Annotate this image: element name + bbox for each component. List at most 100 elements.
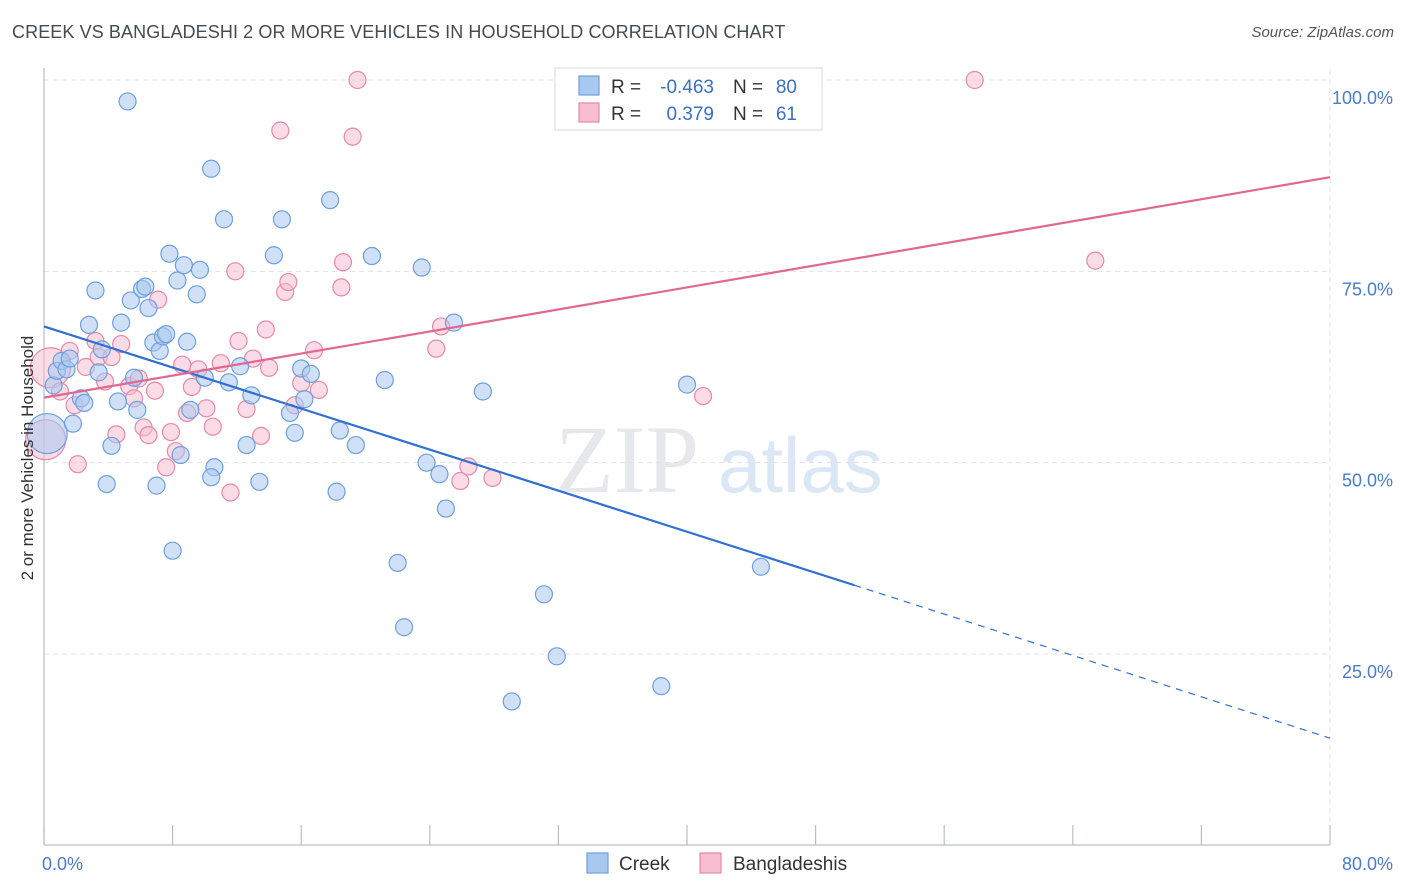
creek-point bbox=[473, 382, 492, 401]
creek-point bbox=[388, 553, 407, 573]
bangladeshis-point bbox=[343, 127, 362, 146]
creek-point bbox=[237, 435, 256, 455]
creek-point bbox=[362, 246, 382, 266]
creek-point bbox=[89, 363, 108, 382]
creek-point bbox=[751, 557, 771, 576]
bangladeshis-point bbox=[256, 320, 275, 339]
creek-point bbox=[375, 370, 394, 390]
creek-point bbox=[346, 435, 365, 455]
bangladeshis-point bbox=[157, 458, 176, 477]
y-axis-label: 2 or more Vehicles in Household bbox=[18, 336, 37, 581]
creek-point bbox=[285, 423, 304, 442]
bangladeshis-point bbox=[271, 121, 290, 140]
bangladeshis-point bbox=[693, 386, 713, 406]
creek-point bbox=[652, 677, 671, 696]
creek-point bbox=[534, 585, 554, 604]
legend-creek-swatch bbox=[578, 75, 600, 96]
creek-trend-extension bbox=[853, 584, 1331, 739]
bottom-legend-bang-swatch bbox=[699, 852, 722, 874]
creek-point bbox=[75, 393, 94, 413]
x-tick-label: 80.0% bbox=[1342, 854, 1393, 874]
watermark: ZIP atlas bbox=[555, 406, 883, 513]
creek-point bbox=[86, 281, 105, 300]
bangladeshis-point bbox=[348, 70, 367, 90]
bangladeshis-point bbox=[68, 455, 87, 474]
bangladeshis-point bbox=[332, 278, 351, 297]
y-tick-labels: 25.0% 50.0% 75.0% 100.0% bbox=[1332, 88, 1393, 682]
source-label: Source: ZipAtlas.com bbox=[1251, 24, 1394, 41]
creek-point bbox=[163, 541, 182, 560]
y-tick-label: 50.0% bbox=[1342, 471, 1393, 491]
bangladeshis-point bbox=[229, 331, 248, 351]
creek-point bbox=[677, 375, 697, 394]
y-tick-label: 25.0% bbox=[1342, 662, 1393, 682]
bangladeshis-point bbox=[139, 426, 158, 445]
bangladeshis-point bbox=[161, 422, 181, 442]
creek-point bbox=[102, 436, 121, 455]
bangladeshis-point bbox=[221, 483, 240, 502]
creek-point bbox=[157, 324, 176, 344]
creek-point bbox=[168, 271, 187, 290]
bangladeshis-point bbox=[145, 381, 165, 400]
creek-trend-line bbox=[43, 325, 855, 587]
bangladeshis-point bbox=[112, 334, 131, 354]
creek-point bbox=[128, 400, 147, 419]
bangladeshis-point bbox=[197, 399, 216, 418]
creek-point bbox=[250, 472, 269, 491]
creek-point bbox=[136, 277, 155, 296]
creek-point bbox=[190, 260, 210, 279]
creek-point bbox=[412, 258, 431, 277]
bottom-legend: Creek Bangladeshis bbox=[586, 852, 847, 875]
creek-point bbox=[26, 412, 68, 455]
creek-point bbox=[121, 291, 140, 310]
watermark-atlas: atlas bbox=[718, 421, 883, 509]
series-creek-points bbox=[26, 92, 771, 711]
bangladeshis-trend-line bbox=[43, 176, 1331, 399]
creek-point bbox=[301, 364, 320, 383]
creek-point bbox=[327, 482, 346, 501]
bangladeshis-point bbox=[333, 253, 353, 272]
creek-point bbox=[60, 349, 79, 368]
creek-point bbox=[112, 313, 131, 332]
bangladeshis-point bbox=[182, 377, 201, 396]
x-tick-labels: 0.0% 80.0% bbox=[42, 854, 1393, 874]
legend-creek-n-value: 80 bbox=[776, 77, 797, 98]
creek-point bbox=[118, 92, 137, 111]
creek-point bbox=[272, 210, 292, 229]
creek-point bbox=[147, 476, 166, 495]
creek-point bbox=[202, 159, 221, 178]
bottom-legend-creek-swatch bbox=[586, 852, 609, 874]
creek-point bbox=[139, 298, 158, 318]
creek-point bbox=[417, 453, 436, 472]
creek-point bbox=[108, 392, 128, 411]
legend-bang-swatch bbox=[578, 102, 600, 123]
bangladeshis-point bbox=[279, 272, 298, 292]
creek-point bbox=[321, 191, 340, 210]
y-tick-label: 100.0% bbox=[1332, 88, 1393, 108]
creek-point bbox=[181, 400, 200, 419]
creek-point bbox=[160, 244, 179, 263]
creek-point bbox=[63, 414, 83, 433]
trend-lines bbox=[43, 176, 1331, 739]
creek-point bbox=[187, 285, 206, 304]
creek-point bbox=[177, 332, 197, 351]
bangladeshis-point bbox=[203, 417, 222, 436]
creek-point bbox=[394, 618, 414, 637]
creek-point bbox=[79, 315, 99, 335]
bangladeshis-point bbox=[1086, 251, 1105, 270]
creek-point bbox=[214, 210, 234, 229]
creek-point bbox=[502, 692, 521, 711]
legend-creek-r-label: R = bbox=[611, 77, 641, 98]
bangladeshis-point bbox=[226, 262, 245, 281]
x-tick-label: 0.0% bbox=[42, 854, 83, 874]
chart-title: CREEK VS BANGLADESHI 2 OR MORE VEHICLES … bbox=[12, 22, 786, 42]
watermark-zip: ZIP bbox=[555, 406, 699, 513]
creek-point bbox=[330, 421, 349, 440]
creek-point bbox=[436, 499, 455, 518]
bottom-legend-creek-label: Creek bbox=[619, 854, 670, 875]
bangladeshis-point bbox=[259, 358, 279, 377]
legend-creek-n-label: N = bbox=[733, 77, 763, 98]
creek-point bbox=[171, 445, 190, 465]
bangladeshis-point bbox=[451, 471, 470, 491]
